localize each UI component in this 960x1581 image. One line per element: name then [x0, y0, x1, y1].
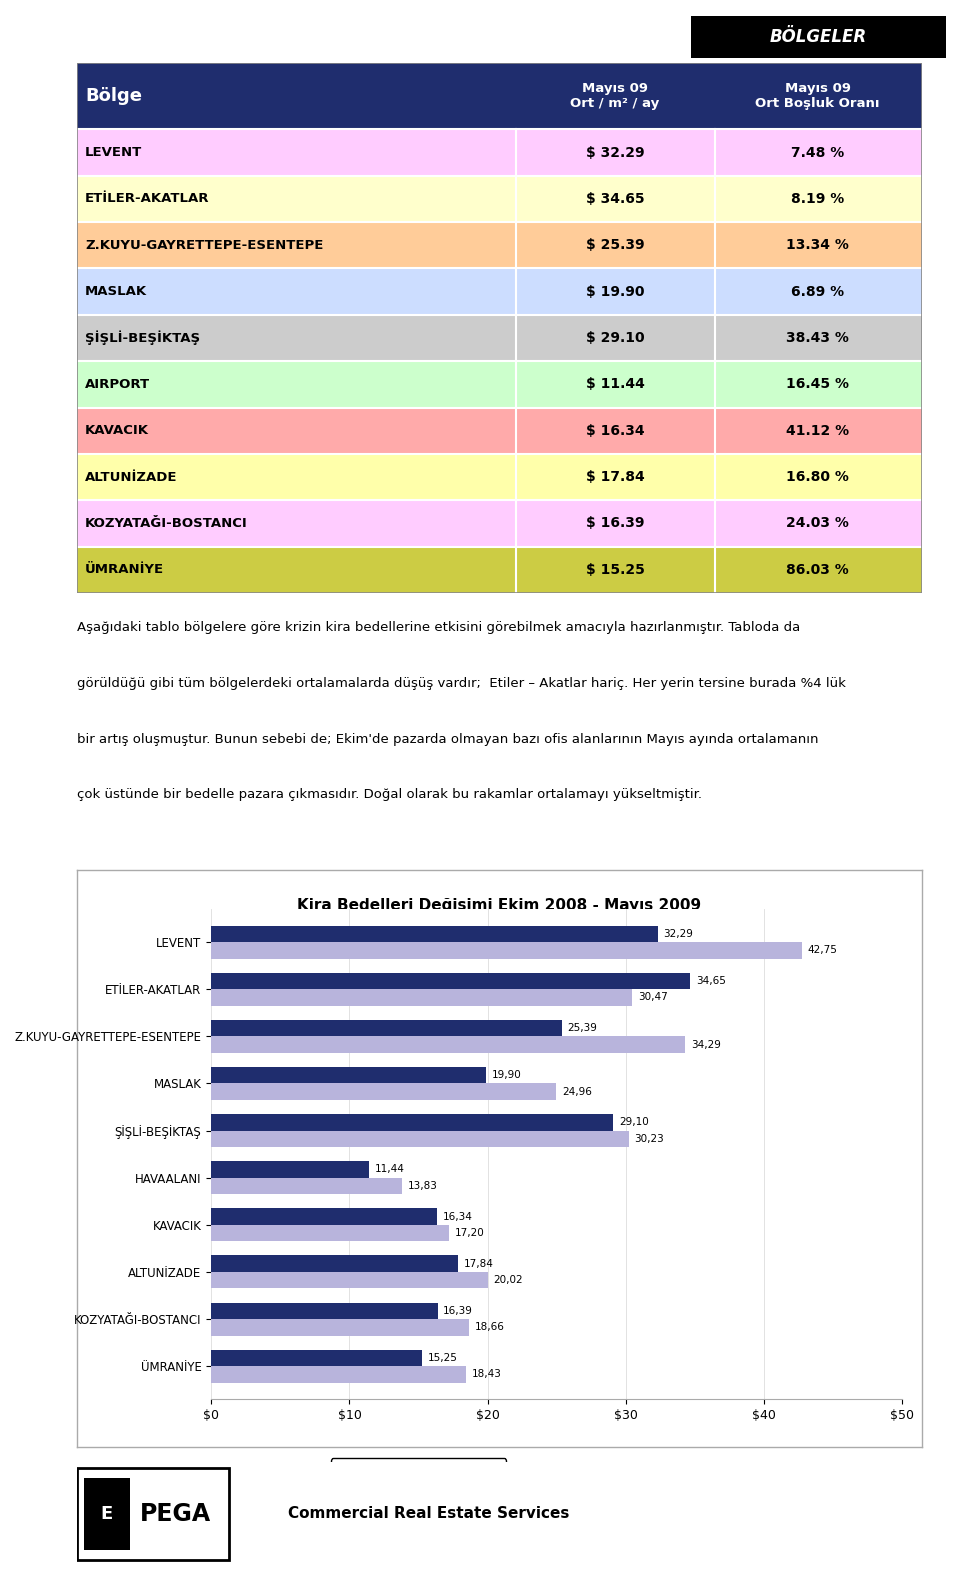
Text: $ 34.65: $ 34.65 — [586, 191, 644, 206]
Bar — [77, 500, 922, 547]
Bar — [211, 925, 658, 942]
Text: 34,65: 34,65 — [696, 975, 726, 987]
Text: 41.12 %: 41.12 % — [786, 424, 850, 438]
Bar — [77, 360, 922, 408]
Text: $ 32.29: $ 32.29 — [586, 145, 644, 160]
Text: 29,10: 29,10 — [619, 1118, 649, 1127]
Bar — [211, 1255, 458, 1273]
Bar — [211, 1303, 438, 1319]
Text: Bölge: Bölge — [85, 87, 142, 106]
Text: 6.89 %: 6.89 % — [791, 285, 844, 299]
Text: 16,39: 16,39 — [444, 1306, 473, 1315]
Text: LEVENT: LEVENT — [85, 145, 142, 160]
Text: BÖLGELER: BÖLGELER — [770, 28, 867, 46]
Text: 34,29: 34,29 — [691, 1040, 721, 1050]
Text: 38.43 %: 38.43 % — [786, 330, 850, 345]
Text: Mayıs 09
Ort / m² / ay: Mayıs 09 Ort / m² / ay — [570, 82, 660, 111]
Bar — [211, 1020, 563, 1036]
Text: E: E — [101, 1505, 113, 1523]
Text: $ 16.39: $ 16.39 — [586, 517, 644, 530]
Text: Mayıs 09
Ort Boşluk Oranı: Mayıs 09 Ort Boşluk Oranı — [756, 82, 880, 111]
Bar — [211, 1350, 422, 1366]
Text: 24.03 %: 24.03 % — [786, 517, 850, 530]
Text: 13.34 %: 13.34 % — [786, 239, 850, 253]
Text: 11,44: 11,44 — [374, 1165, 405, 1175]
Bar — [211, 990, 633, 1006]
Text: 17,84: 17,84 — [464, 1258, 493, 1268]
Bar — [77, 315, 922, 360]
Text: ÜMRANİYE: ÜMRANİYE — [85, 563, 164, 575]
Bar — [211, 1115, 613, 1130]
Text: $ 16.34: $ 16.34 — [586, 424, 644, 438]
Text: 16.80 %: 16.80 % — [786, 470, 850, 484]
Bar — [211, 1319, 469, 1336]
Bar — [77, 1467, 228, 1560]
Text: KOZYATAĞI-BOSTANCI: KOZYATAĞI-BOSTANCI — [85, 517, 248, 530]
Text: $ 15.25: $ 15.25 — [586, 563, 644, 577]
Text: $ 19.90: $ 19.90 — [586, 285, 644, 299]
Bar — [211, 1366, 466, 1383]
Text: 30,47: 30,47 — [638, 993, 668, 1002]
Bar — [211, 1067, 487, 1083]
Bar — [211, 1036, 685, 1053]
Text: 42,75: 42,75 — [807, 945, 837, 955]
Text: 20,02: 20,02 — [493, 1276, 523, 1285]
Text: PEGA: PEGA — [140, 1502, 211, 1526]
Text: 16.45 %: 16.45 % — [786, 378, 850, 392]
Text: ALTUNİZADE: ALTUNİZADE — [85, 471, 178, 484]
Text: 18,43: 18,43 — [471, 1369, 501, 1380]
Bar — [211, 1178, 402, 1194]
Text: 30,23: 30,23 — [635, 1134, 664, 1143]
Bar — [211, 1083, 556, 1100]
Text: görüldüğü gibi tüm bölgelerdeki ortalamalarda düşüş vardır;  Etiler – Akatlar ha: görüldüğü gibi tüm bölgelerdeki ortalama… — [77, 677, 846, 689]
Text: $ 17.84: $ 17.84 — [586, 470, 644, 484]
Bar — [77, 547, 922, 593]
Bar — [211, 1208, 437, 1225]
Text: 13,83: 13,83 — [408, 1181, 438, 1190]
Text: Aşağıdaki tablo bölgelere göre krizin kira bedellerine etkisini görebilmek amacı: Aşağıdaki tablo bölgelere göre krizin ki… — [77, 621, 800, 634]
Text: AIRPORT: AIRPORT — [85, 378, 151, 391]
Bar — [211, 972, 690, 990]
Text: bir artış oluşmuştur. Bunun sebebi de; Ekim'de pazarda olmayan bazı ofis alanlar: bir artış oluşmuştur. Bunun sebebi de; E… — [77, 732, 818, 746]
Text: $ 11.44: $ 11.44 — [586, 378, 644, 392]
Bar — [211, 1160, 370, 1178]
Bar — [77, 269, 922, 315]
Text: Kira Bedelleri Değişimi Ekim 2008 - Mayıs 2009: Kira Bedelleri Değişimi Ekim 2008 - Mayı… — [298, 898, 701, 914]
Text: 18,66: 18,66 — [474, 1322, 505, 1333]
Text: 25,39: 25,39 — [567, 1023, 597, 1032]
Bar — [84, 1478, 130, 1549]
Bar — [211, 1225, 449, 1241]
Text: 86.03 %: 86.03 % — [786, 563, 849, 577]
Bar — [211, 942, 803, 958]
Text: çok üstünde bir bedelle pazara çıkmasıdır. Doğal olarak bu rakamlar ortalamayı y: çok üstünde bir bedelle pazara çıkmasıdı… — [77, 789, 702, 802]
Bar — [77, 454, 922, 500]
Text: MASLAK: MASLAK — [85, 285, 148, 299]
Text: 19,90: 19,90 — [492, 1070, 521, 1080]
Text: Commercial Real Estate Services: Commercial Real Estate Services — [288, 1507, 569, 1521]
Bar — [77, 130, 922, 175]
Text: 7.48 %: 7.48 % — [791, 145, 844, 160]
Bar — [211, 1130, 629, 1148]
Bar — [77, 175, 922, 221]
Text: 24,96: 24,96 — [562, 1086, 591, 1097]
Legend: Eki.08, May.09: Eki.08, May.09 — [331, 1458, 506, 1481]
Text: 32,29: 32,29 — [663, 928, 693, 939]
Bar — [77, 63, 922, 130]
Text: $ 29.10: $ 29.10 — [586, 330, 644, 345]
Bar — [77, 408, 922, 454]
Text: 16,34: 16,34 — [443, 1211, 472, 1222]
Text: 17,20: 17,20 — [454, 1228, 484, 1238]
Text: Z.KUYU-GAYRETTEPE-ESENTEPE: Z.KUYU-GAYRETTEPE-ESENTEPE — [85, 239, 324, 251]
Bar — [211, 1273, 488, 1289]
Text: 8.19 %: 8.19 % — [791, 191, 844, 206]
Text: ETİLER-AKATLAR: ETİLER-AKATLAR — [85, 193, 209, 206]
Text: $ 25.39: $ 25.39 — [586, 239, 644, 253]
Text: ŞİŞLİ-BEŞİKTAŞ: ŞİŞLİ-BEŞİKTAŞ — [85, 330, 201, 345]
Bar — [77, 221, 922, 269]
Text: KAVACIK: KAVACIK — [85, 424, 149, 438]
Text: 15,25: 15,25 — [427, 1353, 457, 1363]
